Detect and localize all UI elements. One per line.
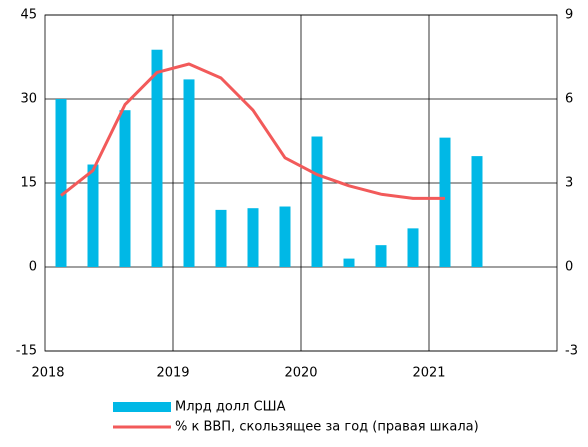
bar [151,49,163,267]
bar [407,228,419,267]
bar [183,79,195,268]
bar [247,208,259,267]
x-tick-label: 2021 [412,366,445,381]
legend-label: % к ВВП, скользящее за год (правая шкала… [175,420,479,435]
bar [343,258,355,267]
bar [87,164,99,267]
bar [279,206,291,267]
y-tick-label: -15 [16,344,37,359]
line [60,62,445,200]
bar [55,99,67,267]
y-tick-label: 45 [20,8,37,23]
bar [119,110,131,267]
y2-tick-label: 9 [565,8,573,23]
x-tick-label: 2019 [156,366,189,381]
y-tick-label: 15 [20,176,37,191]
bar [215,209,227,267]
x-tick-label: 2020 [284,366,317,381]
bar [439,137,451,267]
bar [375,245,387,267]
y-tick-label: 30 [20,92,37,107]
y2-tick-label: 6 [565,92,573,107]
legend-swatch [113,402,171,412]
legend-label: Млрд долл США [175,400,286,415]
bar [471,156,483,267]
x-tick-label: 2018 [31,366,64,381]
y2-tick-label: -3 [565,344,578,359]
y2-tick-label: 0 [565,260,573,275]
y2-tick-label: 3 [565,176,573,191]
bar [311,136,323,267]
y-tick-label: 0 [29,260,37,275]
